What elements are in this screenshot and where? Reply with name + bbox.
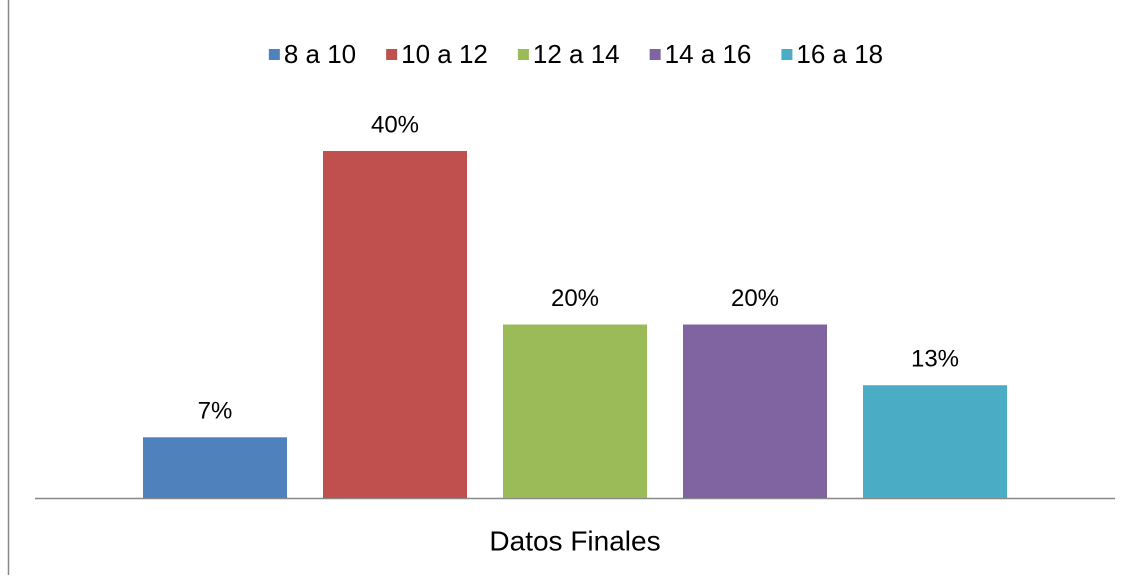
data-label: 20%	[551, 285, 599, 312]
x-tick-label: Datos Finales	[489, 525, 660, 556]
legend-label: 10 a 12	[401, 39, 488, 69]
data-label: 7%	[198, 398, 233, 425]
legend-swatch	[649, 49, 661, 60]
legend-swatch	[386, 49, 398, 60]
legend-swatch	[517, 49, 529, 60]
data-label: 40%	[371, 111, 419, 138]
legend-swatch	[781, 49, 793, 60]
bar	[863, 385, 1007, 498]
legend-label: 14 a 16	[665, 39, 752, 69]
bar	[323, 151, 467, 498]
legend-label: 16 a 18	[796, 39, 883, 69]
legend-swatch	[268, 49, 280, 60]
data-label: 20%	[731, 285, 779, 312]
bar	[683, 324, 827, 498]
legend-label: 12 a 14	[533, 39, 620, 69]
bar	[143, 437, 287, 498]
data-label: 13%	[911, 346, 959, 373]
legend-label: 8 a 10	[284, 39, 356, 69]
bar	[503, 324, 647, 498]
